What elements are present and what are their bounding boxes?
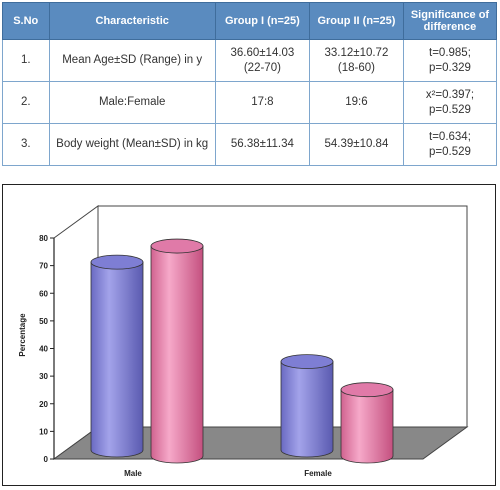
cell-group-2: 19:6 xyxy=(308,81,404,124)
cell-group-2: 54.39±10.84 xyxy=(308,123,404,166)
bar-female-series-1 xyxy=(280,354,334,458)
bar-top xyxy=(280,354,334,370)
table-row: 2. Male:Female 17:8 19:6 x²=0.397; p=0.5… xyxy=(2,81,498,124)
header-characteristic: Characteristic xyxy=(48,2,216,40)
bars xyxy=(90,238,394,464)
x-tick-label: Male xyxy=(124,469,142,478)
bar-male-series-1 xyxy=(90,254,144,458)
header-group-2: Group II (n=25) xyxy=(308,2,404,40)
y-tick-label: 60 xyxy=(39,289,48,298)
y-axis: 0 10 20 30 40 50 60 70 80 xyxy=(39,234,55,464)
bar-body xyxy=(150,245,204,464)
bar-body xyxy=(90,261,144,458)
cell-group-2: 33.12±10.72 (18-60) xyxy=(308,39,404,82)
bar-top xyxy=(90,254,144,270)
cell-significance: t=0.634; p=0.529 xyxy=(402,123,498,166)
cell-sno: 2. xyxy=(2,81,50,124)
header-significance: Significance of difference xyxy=(402,2,498,40)
table-row: 3. Body weight (Mean±SD) in kg 56.38±11.… xyxy=(2,123,498,166)
cell-characteristic: Mean Age±SD (Range) in y xyxy=(48,39,216,82)
bar-body xyxy=(340,389,394,464)
cell-group-1: 17:8 xyxy=(214,81,310,124)
x-axis-labels: Male Female xyxy=(124,469,332,478)
bar-top xyxy=(340,382,394,398)
bar-body xyxy=(280,361,334,458)
bar-chart: 0 10 20 30 40 50 60 70 80 Male Female Percentage xyxy=(18,205,469,478)
y-tick-label: 40 xyxy=(39,345,48,354)
cell-sno: 1. xyxy=(2,39,50,82)
cell-group-1: 36.60±14.03 (22-70) xyxy=(214,39,310,82)
y-tick-label: 10 xyxy=(39,427,48,436)
bar-top xyxy=(150,238,204,254)
header-sno: S.No xyxy=(2,2,50,40)
bar-female-series-2 xyxy=(340,382,394,464)
y-tick-label: 30 xyxy=(39,372,48,381)
cell-sno: 3. xyxy=(2,123,50,166)
y-tick-label: 70 xyxy=(39,262,48,271)
characteristics-table: S.No Characteristic Group I (n=25) Group… xyxy=(2,2,498,166)
y-tick-label: 0 xyxy=(44,455,49,464)
cell-characteristic: Male:Female xyxy=(48,81,216,124)
table-row: 1. Mean Age±SD (Range) in y 36.60±14.03 … xyxy=(2,39,498,82)
cell-significance: t=0.985; p=0.329 xyxy=(402,39,498,82)
x-tick-label: Female xyxy=(304,469,332,478)
cell-characteristic: Body weight (Mean±SD) in kg xyxy=(48,123,216,166)
header-group-1: Group I (n=25) xyxy=(214,2,310,40)
chart-frame: 0 10 20 30 40 50 60 70 80 Male Female Percentage xyxy=(2,184,496,486)
table-header-row: S.No Characteristic Group I (n=25) Group… xyxy=(2,2,498,40)
cell-significance: x²=0.397; p=0.529 xyxy=(402,81,498,124)
bar-male-series-2 xyxy=(150,238,204,464)
y-axis-label: Percentage xyxy=(18,313,27,357)
cell-group-1: 56.38±11.34 xyxy=(214,123,310,166)
y-tick-label: 80 xyxy=(39,234,48,243)
y-tick-label: 50 xyxy=(39,317,48,326)
y-tick-label: 20 xyxy=(39,400,48,409)
